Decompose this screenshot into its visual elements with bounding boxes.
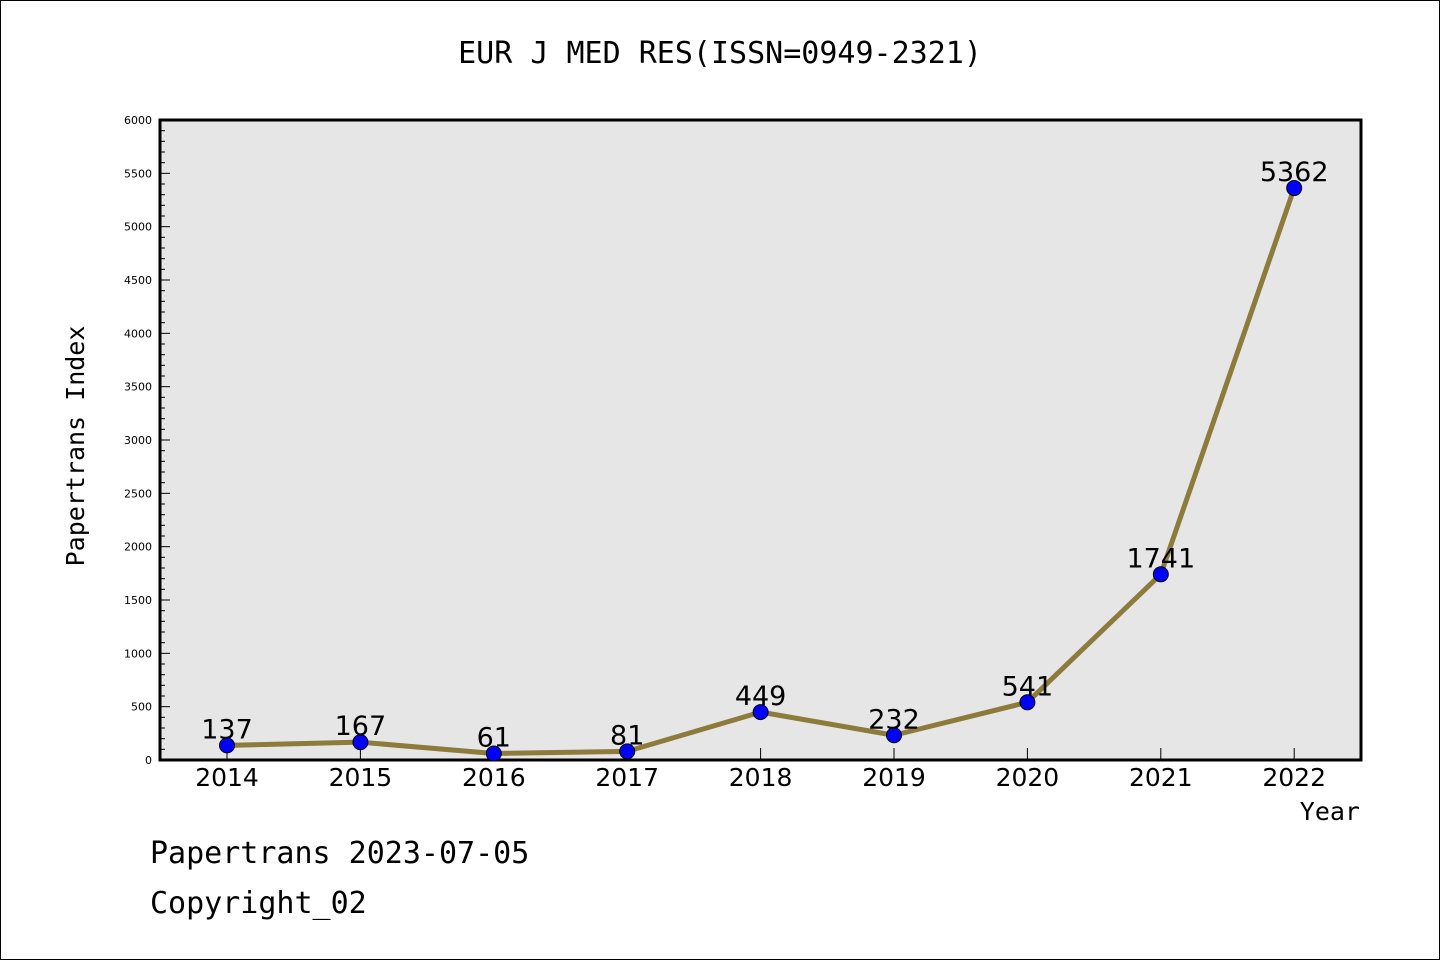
y-tick-label: 500 [131, 701, 152, 714]
x-tick-label: 2022 [1262, 763, 1326, 792]
data-label: 1741 [1126, 543, 1195, 574]
data-point [886, 727, 902, 744]
x-axis-title: Year [1300, 797, 1360, 826]
y-tick-label: 4000 [124, 327, 152, 340]
data-label: 167 [335, 711, 387, 742]
data-label: 232 [868, 704, 920, 735]
x-tick-label: 2015 [329, 763, 393, 792]
x-tick-label: 2014 [195, 763, 259, 792]
x-tick-label: 2019 [862, 763, 926, 792]
y-tick-label: 2000 [124, 541, 152, 554]
data-point [752, 704, 769, 721]
plot-area [158, 118, 1363, 762]
x-tick-label: 2018 [729, 763, 793, 792]
data-point [352, 734, 369, 751]
data-label: 541 [1002, 671, 1054, 702]
data-point [1152, 566, 1169, 583]
data-labels: 137 167 61 81 449 232 541 1741 5362 [201, 157, 1328, 753]
footer-copyright: Copyright_02 [150, 886, 367, 921]
data-point [1019, 694, 1036, 711]
y-tick-label: 0 [145, 754, 152, 767]
y-tick-label: 1500 [124, 594, 152, 607]
y-tick-label: 4500 [124, 274, 152, 287]
y-tick-label: 1000 [124, 647, 152, 660]
y-axis-title: Papertrans Index [61, 326, 90, 567]
footer-date: Papertrans 2023-07-05 [150, 836, 530, 871]
data-point [1286, 180, 1303, 197]
y-tick-label: 5000 [124, 221, 152, 234]
y-tick-label: 6000 [124, 114, 152, 127]
y-tick-label: 3500 [124, 381, 152, 394]
data-label: 449 [735, 681, 787, 712]
data-point [485, 745, 502, 762]
x-tick-label: 2020 [996, 763, 1060, 792]
x-axis: 2014 2015 2016 2017 2018 2019 2020 2021 2022 [195, 748, 1326, 792]
y-axis: 0 500 1000 1500 2000 2500 3000 3500 4000 4500 5000… [124, 114, 170, 767]
chart-title: EUR J MED RES(ISSN=0949-2321) [458, 36, 982, 71]
data-label: 5362 [1260, 157, 1329, 188]
x-tick-label: 2021 [1129, 763, 1193, 792]
y-tick-label: 2500 [124, 487, 152, 500]
data-point [619, 743, 636, 760]
x-tick-label: 2017 [595, 763, 659, 792]
data-label: 81 [610, 720, 644, 751]
data-label: 61 [477, 722, 511, 753]
y-tick-label: 5500 [124, 167, 152, 180]
x-tick-label: 2016 [462, 763, 526, 792]
series-line-group [219, 180, 1303, 762]
y-tick-label: 3000 [124, 434, 152, 447]
data-label: 137 [201, 714, 253, 745]
data-point [219, 737, 235, 754]
